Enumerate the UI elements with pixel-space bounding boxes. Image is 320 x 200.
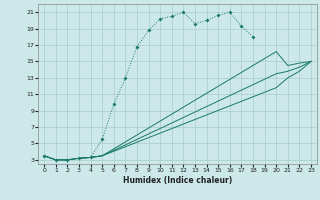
X-axis label: Humidex (Indice chaleur): Humidex (Indice chaleur) xyxy=(123,176,232,185)
